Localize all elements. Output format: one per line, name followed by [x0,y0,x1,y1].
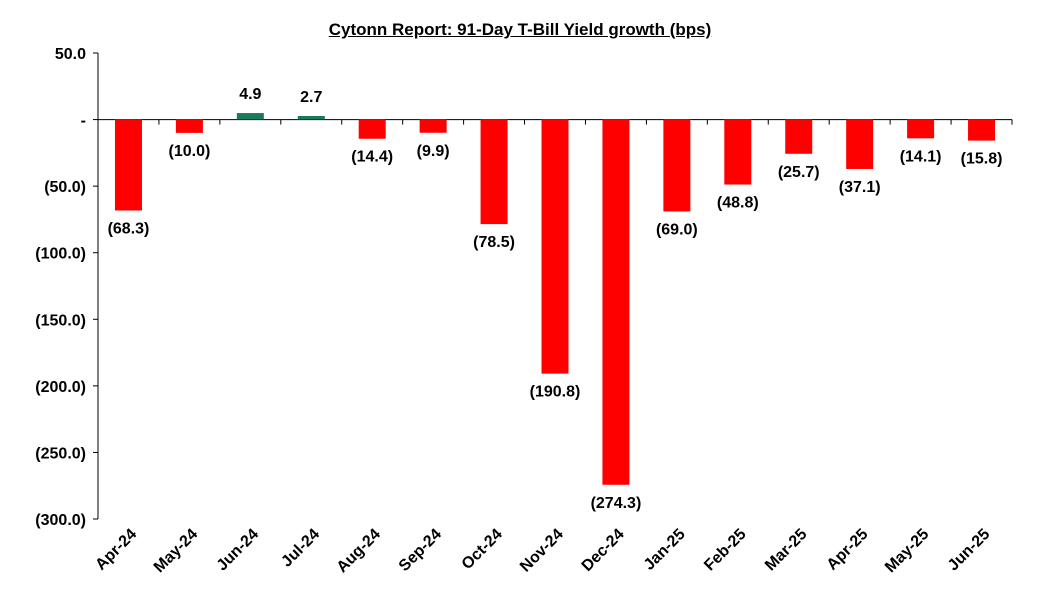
x-tick-label: Jun-25 [945,526,994,575]
x-tick-label: Apr-25 [824,526,872,574]
bar [480,119,508,225]
data-label: (9.9) [417,143,450,160]
bar [785,119,813,154]
x-tick-label: May-25 [882,526,932,576]
data-label: 2.7 [300,89,322,106]
x-tick-label: Apr-24 [92,526,140,574]
x-tick-label: Jul-24 [278,526,323,571]
y-tick-label: 50.0 [55,46,86,63]
y-tick-label: (100.0) [35,246,86,263]
x-tick-label: Dec-24 [579,526,628,575]
y-tick-label: (50.0) [44,179,86,196]
data-label: (190.8) [530,384,581,401]
bar [114,119,142,211]
y-tick-label: (250.0) [35,445,86,462]
x-tick-label: Jun-24 [214,526,263,575]
data-label: (25.7) [778,164,820,181]
y-tick-label: - [81,113,86,130]
chart-title: Cytonn Report: 91-Day T-Bill Yield growt… [328,20,712,39]
data-label: (78.5) [473,234,515,251]
data-label: (274.3) [591,495,642,512]
x-tick-label: May-24 [151,526,201,576]
data-label: (10.0) [169,143,211,160]
data-label: (37.1) [839,179,881,196]
data-label: (69.0) [656,221,698,238]
bar [358,119,386,139]
bar [907,119,935,139]
x-tick-label: Feb-25 [701,526,750,575]
bar [846,119,874,169]
data-label: (68.3) [108,221,150,238]
y-tick-label: (150.0) [35,312,86,329]
x-tick-label: Nov-24 [517,526,567,576]
bar [724,119,752,185]
bar [541,119,569,374]
data-label: (48.8) [717,195,759,212]
x-tick-label: Mar-25 [762,526,811,575]
x-tick-label: Oct-24 [459,526,506,573]
y-tick-label: (300.0) [35,512,86,529]
y-tick-label: (200.0) [35,379,86,396]
bar [663,119,691,212]
data-label: (15.8) [961,151,1003,168]
bar [297,115,325,120]
data-label: (14.4) [351,149,393,166]
x-tick-label: Sep-24 [396,526,445,575]
bar [175,119,203,133]
data-label: (14.1) [900,148,942,165]
bar [968,119,996,141]
bar [236,113,264,120]
bar [419,119,447,133]
x-tick-label: Aug-24 [334,526,384,576]
bar [602,119,630,485]
x-tick-label: Jan-25 [641,526,689,574]
data-label: 4.9 [239,86,261,103]
